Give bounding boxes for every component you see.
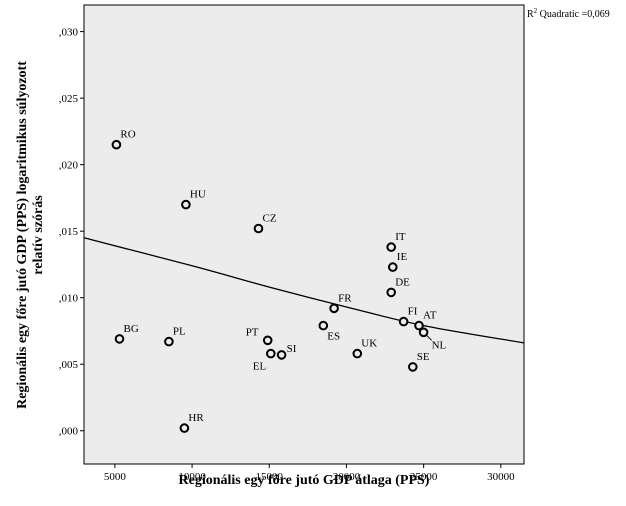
point-fr [329, 303, 339, 314]
point-at [414, 320, 424, 331]
point-leader-nl [425, 333, 432, 341]
fit-note: R2 Quadratic =0,069 [527, 7, 610, 20]
y-axis-title-line-1: Regionális egy főre jutó GDP (PPS) logar… [15, 61, 30, 409]
point-uk [352, 348, 363, 359]
x-axis-title: Regionális egy főre jutó GDP átlaga (PPS… [179, 473, 430, 488]
point-label-de: DE [395, 276, 410, 288]
point-label-at: AT [423, 310, 437, 322]
point-label-uk: UK [361, 338, 377, 350]
points-layer: RO HU CZ IT IE DE FR FI AT NL BG PL PT ES UK SI EL SE HR [111, 129, 447, 433]
point-fi [398, 316, 409, 327]
ticks-layer: 5000 10000 15000 20000 25000 30000 ,000 ,005 ,01… [59, 27, 515, 483]
point-el [266, 348, 276, 359]
x-tick-label: 15000 [256, 471, 284, 483]
point-si [276, 350, 287, 360]
fit-layer [83, 237, 525, 344]
point-pl [164, 336, 174, 347]
y-axis-title-group: Regionális egy főre jutó GDP (PPS) logar… [15, 61, 46, 409]
point-label-ro: RO [120, 129, 135, 141]
point-label-es: ES [327, 331, 340, 343]
point-label-pl: PL [173, 326, 186, 338]
point-label-pt: PT [246, 326, 259, 338]
x-tick-label: 30000 [487, 471, 515, 483]
point-label-nl: NL [432, 339, 447, 351]
y-tick-label: ,010 [59, 293, 79, 305]
point-hu [181, 199, 191, 210]
plot-area [83, 4, 525, 465]
point-es [318, 320, 329, 331]
y-tick-label: ,015 [59, 226, 79, 238]
point-label-hu: HU [190, 189, 206, 201]
x-tick-label: 25000 [410, 471, 438, 483]
x-tick-label: 20000 [333, 471, 361, 483]
point-pt [262, 335, 273, 346]
y-axis-title-line-2: relatív szórás [31, 195, 46, 275]
point-ie [388, 262, 398, 272]
x-tick-label: 5000 [104, 471, 127, 483]
point-se [408, 362, 418, 372]
point-label-fi: FI [408, 306, 418, 318]
point-cz [253, 223, 264, 234]
y-tick-label: ,030 [59, 27, 79, 39]
point-label-cz: CZ [263, 213, 277, 225]
point-label-ie: IE [397, 251, 408, 263]
y-tick-label: ,005 [59, 359, 79, 371]
point-nl [418, 327, 429, 338]
point-ro [111, 139, 122, 150]
point-hr [179, 423, 190, 433]
point-label-el: EL [253, 361, 267, 373]
point-bg [114, 334, 125, 344]
x-tick-label: 10000 [178, 471, 206, 483]
point-label-fr: FR [338, 292, 352, 304]
point-it [386, 242, 397, 252]
y-tick-label: ,020 [59, 160, 79, 172]
y-tick-label: ,000 [59, 426, 79, 438]
point-label-si: SI [287, 343, 297, 355]
point-label-bg: BG [124, 323, 139, 335]
y-tick-label: ,025 [59, 93, 79, 105]
point-label-hr: HR [188, 412, 204, 424]
point-label-se: SE [417, 351, 430, 363]
point-label-it: IT [395, 231, 406, 243]
point-de [386, 287, 397, 298]
fit-line [83, 237, 525, 344]
